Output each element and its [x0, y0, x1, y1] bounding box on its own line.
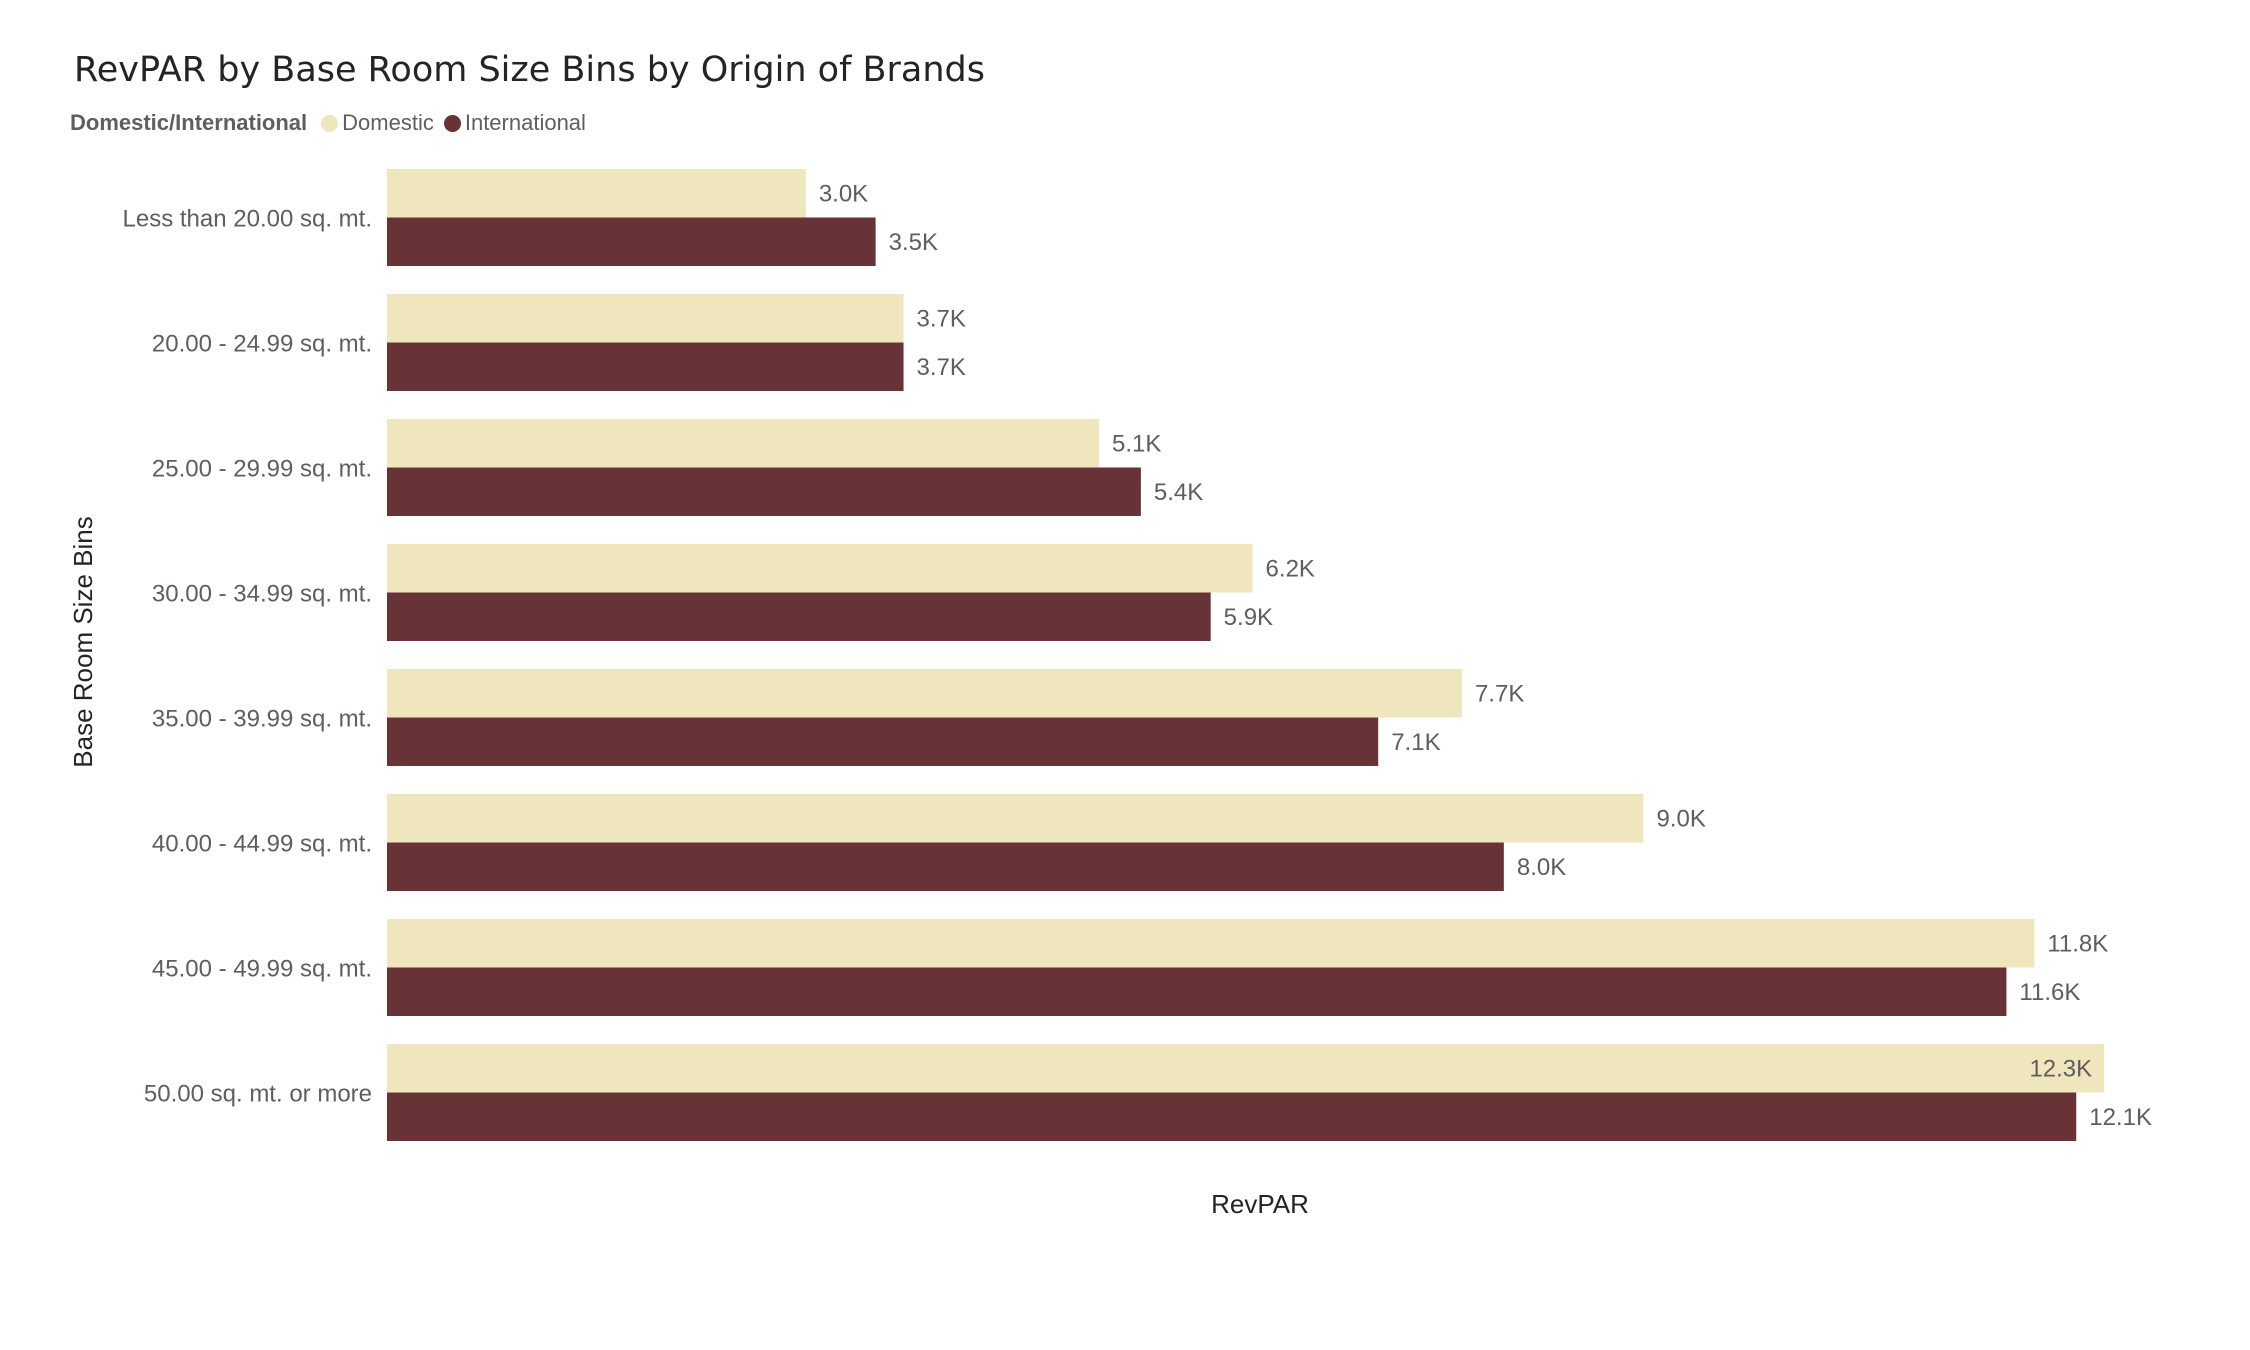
bar-domestic-3[interactable] — [387, 544, 1253, 593]
category-label-4: 35.00 - 39.99 sq. mt. — [152, 706, 372, 733]
data-label-international-7: 12.1K — [2089, 1104, 2152, 1131]
bar-international-6[interactable] — [387, 967, 2007, 1017]
data-label-domestic-4: 7.7K — [1475, 680, 1524, 707]
legend-label-domestic: Domestic — [342, 110, 434, 135]
bar-international-1[interactable] — [387, 342, 904, 392]
legend: Domestic/International Domestic Internat… — [70, 108, 596, 138]
legend-dot-domestic — [321, 114, 339, 132]
data-label-domestic-0: 3.0K — [819, 180, 868, 207]
chart-title: RevPAR by Base Room Size Bins by Origin … — [74, 50, 986, 90]
legend-item-domestic[interactable]: Domestic — [321, 110, 434, 136]
bar-international-2[interactable] — [387, 467, 1141, 517]
legend-item-international[interactable]: International — [443, 110, 586, 136]
bar-domestic-4[interactable] — [387, 669, 1462, 718]
bar-international-5[interactable] — [387, 842, 1504, 892]
data-label-international-6: 11.6K — [2019, 979, 2080, 1006]
bar-international-3[interactable] — [387, 592, 1211, 642]
bars-group: Less than 20.00 sq. mt. 3.0K 3.5K 20.00 - 2… — [123, 169, 2152, 1141]
data-label-international-5: 8.0K — [1517, 854, 1566, 881]
data-label-international-0: 3.5K — [889, 229, 938, 256]
bar-domestic-2[interactable] — [387, 419, 1099, 468]
bar-domestic-5[interactable] — [387, 794, 1644, 843]
data-label-international-2: 5.4K — [1154, 479, 1203, 506]
legend-dot-international — [443, 114, 461, 132]
data-label-domestic-7: 12.3K — [2029, 1055, 2092, 1082]
category-label-2: 25.00 - 29.99 sq. mt. — [152, 456, 372, 483]
category-label-3: 30.00 - 34.99 sq. mt. — [152, 581, 372, 608]
category-label-7: 50.00 sq. mt. or more — [144, 1081, 372, 1108]
bar-domestic-7[interactable] — [387, 1044, 2105, 1093]
legend-label-international: International — [464, 110, 586, 135]
data-label-international-4: 7.1K — [1391, 729, 1440, 756]
bar-international-7[interactable] — [387, 1092, 2077, 1142]
data-label-domestic-6: 11.8K — [2047, 930, 2108, 957]
data-label-domestic-3: 6.2K — [1266, 555, 1315, 582]
bar-domestic-1[interactable] — [387, 294, 904, 343]
category-label-6: 45.00 - 49.99 sq. mt. — [152, 956, 372, 983]
bar-international-4[interactable] — [387, 717, 1379, 767]
category-label-1: 20.00 - 24.99 sq. mt. — [152, 331, 372, 358]
data-label-international-1: 3.7K — [917, 354, 966, 381]
legend-title: Domestic/International — [70, 110, 308, 135]
data-label-domestic-1: 3.7K — [917, 305, 966, 332]
y-axis-title: Base Room Size Bins — [68, 516, 98, 767]
data-label-domestic-5: 9.0K — [1656, 805, 1705, 832]
data-label-domestic-2: 5.1K — [1112, 430, 1161, 457]
bar-international-0[interactable] — [387, 217, 876, 267]
bar-domestic-0[interactable] — [387, 169, 806, 218]
bar-domestic-6[interactable] — [387, 919, 2035, 968]
category-label-0: Less than 20.00 sq. mt. — [123, 206, 372, 233]
x-axis-title: RevPAR — [1211, 1189, 1309, 1219]
data-label-international-3: 5.9K — [1224, 604, 1273, 631]
category-label-5: 40.00 - 44.99 sq. mt. — [152, 831, 372, 858]
